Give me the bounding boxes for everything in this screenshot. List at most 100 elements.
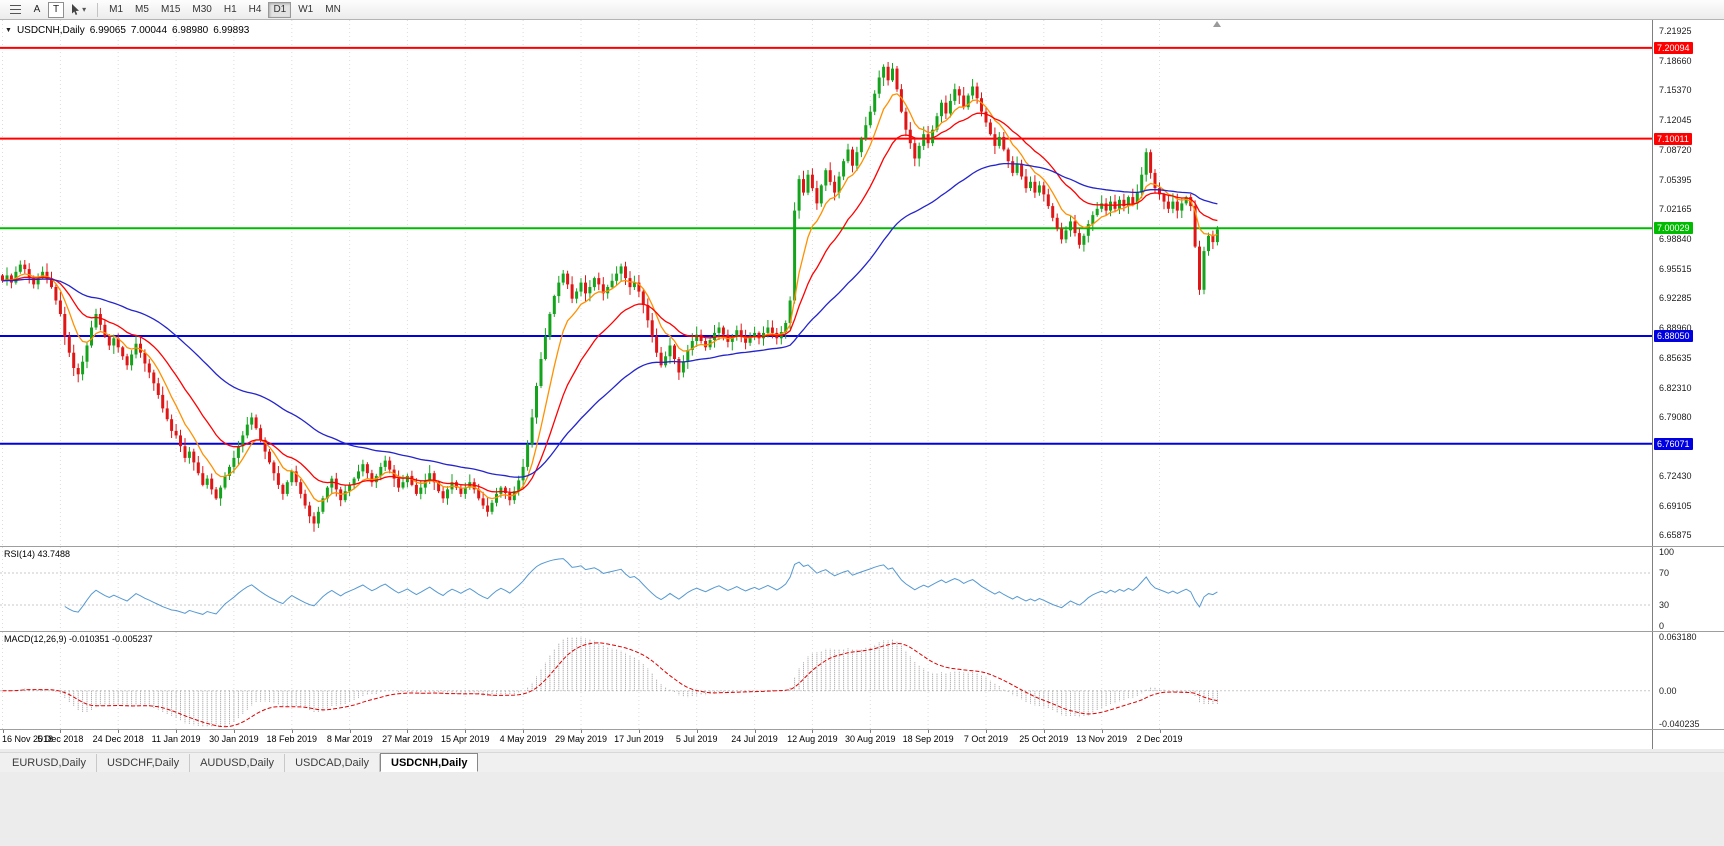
date-tick bbox=[928, 730, 930, 733]
timeframe-button-h4[interactable]: H4 bbox=[248, 4, 262, 15]
chart-tab-usdcad[interactable]: USDCAD,Daily bbox=[285, 754, 381, 772]
date-label: 8 Mar 2019 bbox=[326, 734, 373, 744]
date-tick bbox=[581, 730, 582, 733]
date-tick bbox=[1043, 730, 1045, 733]
price-line-label: 7.00029 bbox=[1654, 222, 1693, 235]
date-label: 30 Aug 2019 bbox=[844, 734, 896, 744]
price-tick-label: 7.05395 bbox=[1659, 175, 1692, 186]
rsi-scale[interactable]: 100 70 30 0 bbox=[1652, 547, 1724, 631]
chart-window: 7.21925 7.18660 7.15370 7.12045 7.08720 7.053… bbox=[0, 20, 1724, 749]
list-icon bbox=[10, 5, 21, 14]
price-tick-label: 6.65875 bbox=[1659, 530, 1692, 541]
price-tick-label: 6.92285 bbox=[1659, 292, 1692, 303]
timeframe-button-w1[interactable]: W1 bbox=[298, 4, 314, 15]
price-tick-label: 7.12045 bbox=[1659, 115, 1692, 126]
date-label: 12 Aug 2019 bbox=[787, 734, 838, 744]
price-plot[interactable] bbox=[0, 20, 1652, 546]
chart-shift-marker[interactable] bbox=[1213, 21, 1222, 27]
date-tick bbox=[465, 730, 467, 733]
price-tick-label: 7.08720 bbox=[1659, 145, 1692, 156]
toolbar-separator bbox=[97, 2, 99, 17]
date-label: 2 Dec 2019 bbox=[1136, 734, 1183, 744]
macd-plot[interactable] bbox=[0, 632, 1652, 729]
macd-tick-label: 0.00 bbox=[1659, 685, 1677, 696]
rsi-panel[interactable]: 100 70 30 0 RSI(14) 43.7488 bbox=[0, 547, 1724, 632]
date-tick bbox=[870, 730, 872, 733]
price-tick-label: 6.85635 bbox=[1659, 352, 1692, 363]
chart-tab-audusd[interactable]: AUDUSD,Daily bbox=[190, 754, 286, 772]
chart-symbol-label: USDCNH,Daily bbox=[16, 25, 85, 36]
date-label: 7 Oct 2019 bbox=[963, 734, 1008, 744]
date-tick bbox=[523, 730, 525, 733]
rsi-plot[interactable] bbox=[0, 547, 1652, 631]
price-line-label: 6.76071 bbox=[1654, 437, 1693, 450]
cursor-icon bbox=[72, 3, 80, 15]
price-tick-label: 6.82310 bbox=[1659, 382, 1692, 393]
timeframe-button-m5[interactable]: M5 bbox=[135, 4, 149, 15]
price-scale[interactable]: 7.21925 7.18660 7.15370 7.12045 7.08720 7.053… bbox=[1652, 20, 1724, 546]
macd-panel[interactable]: 0.063180 0.00 -0.040235 MACD(12,26,9) -0.0… bbox=[0, 632, 1724, 730]
price-tick-label: 7.18660 bbox=[1659, 55, 1692, 66]
chart-open-value: 6.99065 bbox=[89, 25, 126, 36]
price-tick-label: 7.15370 bbox=[1659, 85, 1692, 96]
date-tick bbox=[176, 730, 178, 733]
date-axis-scale-corner bbox=[1652, 730, 1724, 749]
date-label: 16 Nov 2018 bbox=[2, 734, 54, 744]
date-axis-plot[interactable]: 16 Nov 2018 5 Dec 2018 24 Dec 2018 11 Jan 2… bbox=[0, 730, 1652, 749]
date-tick bbox=[233, 730, 235, 733]
price-line-label: 6.88050 bbox=[1654, 330, 1693, 343]
date-label: 5 Dec 2018 bbox=[37, 734, 84, 744]
date-label: 11 Jan 2019 bbox=[151, 734, 201, 744]
timeframe-button-m1[interactable]: M1 bbox=[109, 4, 124, 15]
date-label: 5 Jul 2019 bbox=[675, 734, 718, 744]
timeframe-button-m30[interactable]: M30 bbox=[192, 4, 212, 15]
timeframe-button-d1[interactable]: D1 bbox=[268, 1, 292, 18]
rsi-tick-label: 30 bbox=[1659, 600, 1670, 610]
macd-tick-label: -0.040235 bbox=[1659, 719, 1700, 729]
date-label: 4 May 2019 bbox=[499, 734, 547, 744]
date-tick bbox=[118, 730, 120, 733]
date-tick bbox=[696, 730, 698, 733]
date-label: 25 Oct 2019 bbox=[1019, 734, 1069, 744]
timeframe-button-m15[interactable]: M15 bbox=[160, 4, 181, 15]
timeframe-button-h1[interactable]: H1 bbox=[223, 4, 237, 15]
cursor-tool-button[interactable]: ▾ bbox=[66, 2, 91, 18]
charts-list-button[interactable] bbox=[5, 2, 26, 18]
price-tick-label: 7.02165 bbox=[1659, 204, 1692, 215]
price-line-label: 7.20094 bbox=[1654, 41, 1693, 54]
chart-tab-eurusd[interactable]: EURUSD,Daily bbox=[2, 754, 97, 772]
rsi-label: RSI(14) 43.7488 bbox=[4, 549, 71, 559]
rsi-tick-label: 0 bbox=[1659, 621, 1665, 631]
price-tick-label: 6.98840 bbox=[1659, 234, 1692, 245]
price-panel[interactable]: 7.21925 7.18660 7.15370 7.12045 7.08720 7.053… bbox=[0, 20, 1724, 547]
price-tick-label: 7.21925 bbox=[1659, 26, 1692, 37]
one-click-arrow-icon[interactable]: ▼ bbox=[5, 27, 12, 34]
chart-tab-usdchf[interactable]: USDCHF,Daily bbox=[97, 754, 191, 772]
date-label: 27 Mar 2019 bbox=[382, 734, 433, 744]
date-tick bbox=[349, 730, 351, 733]
date-label: 29 May 2019 bbox=[554, 734, 608, 744]
date-label: 13 Nov 2019 bbox=[1076, 734, 1128, 744]
text-tool-button[interactable]: T bbox=[48, 1, 65, 18]
chart-low-value: 6.98980 bbox=[172, 25, 209, 36]
chevron-down-icon: ▾ bbox=[82, 5, 87, 14]
chart-tabbar: EURUSD,Daily USDCHF,Daily AUDUSD,Daily USDC… bbox=[0, 752, 1724, 772]
price-tick-label: 6.79080 bbox=[1659, 411, 1692, 422]
date-label: 18 Sep 2019 bbox=[902, 734, 954, 744]
date-tick bbox=[1159, 730, 1161, 733]
macd-scale[interactable]: 0.063180 0.00 -0.040235 bbox=[1652, 632, 1724, 729]
rsi-tick-label: 70 bbox=[1659, 568, 1670, 578]
date-tick bbox=[985, 730, 987, 733]
date-tick bbox=[60, 730, 62, 733]
date-tick bbox=[2, 730, 4, 733]
chart-close-value: 6.99893 bbox=[213, 25, 250, 36]
date-label: 17 Jun 2019 bbox=[614, 734, 664, 744]
macd-label: MACD(12,26,9) -0.010351 -0.005237 bbox=[4, 634, 153, 644]
macd-tick-label: 0.063180 bbox=[1659, 632, 1697, 642]
annotation-a-button[interactable]: A bbox=[33, 4, 41, 15]
chart-tab-usdcnh[interactable]: USDCNH,Daily bbox=[380, 753, 479, 772]
price-tick-label: 6.95515 bbox=[1659, 263, 1692, 274]
timeframe-button-mn[interactable]: MN bbox=[325, 4, 341, 15]
date-axis[interactable]: 16 Nov 2018 5 Dec 2018 24 Dec 2018 11 Jan 2… bbox=[0, 730, 1724, 749]
